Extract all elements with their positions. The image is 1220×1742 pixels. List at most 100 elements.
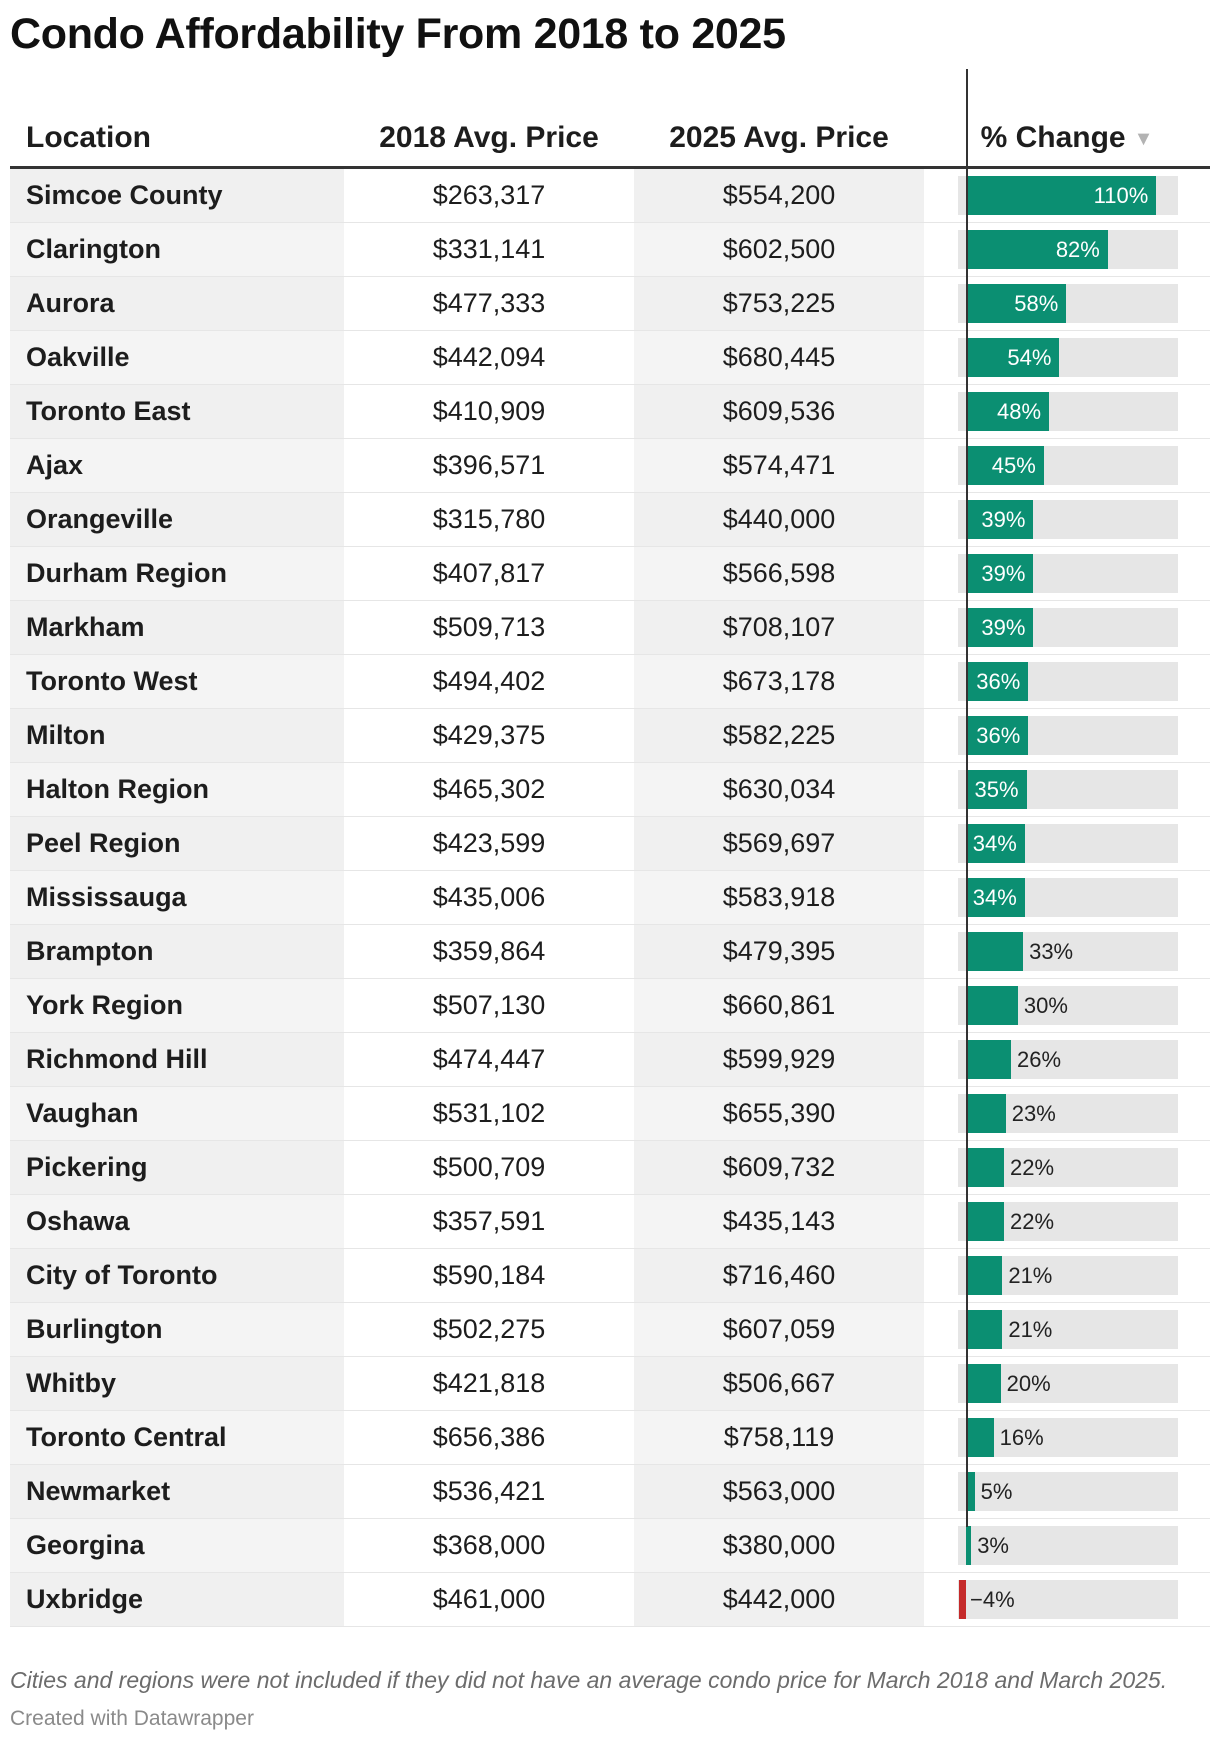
price-2025-value: $758,119 xyxy=(723,1422,835,1452)
price-2025-value: $583,918 xyxy=(722,882,836,912)
price-2025-cell: $582,225 xyxy=(634,709,924,762)
price-2025-cell: $506,667 xyxy=(634,1357,924,1410)
change-bar-track xyxy=(958,1580,1178,1619)
change-bar xyxy=(966,878,1025,917)
price-2025-value: $599,929 xyxy=(722,1044,836,1074)
price-2018-value: $423,599 xyxy=(432,828,546,858)
sort-descending-icon[interactable]: ▼ xyxy=(1133,128,1154,151)
table-row: Brampton $359,864 $479,395 33% xyxy=(10,925,1210,979)
change-label: 5% xyxy=(980,1479,1013,1504)
price-2025-value: $566,598 xyxy=(722,558,836,588)
location-name: Oshawa xyxy=(26,1206,130,1236)
location-name: Peel Region xyxy=(26,828,181,858)
location-cell: Newmarket xyxy=(10,1465,344,1518)
change-label: 22% xyxy=(1010,1155,1055,1180)
location-name: Richmond Hill xyxy=(26,1044,208,1074)
change-label: 54% xyxy=(1007,345,1052,370)
change-bar xyxy=(966,662,1029,701)
price-2018-value: $263,317 xyxy=(432,180,546,210)
location-cell: Halton Region xyxy=(10,763,344,816)
table-row: Oshawa $357,591 $435,143 22% xyxy=(10,1195,1210,1249)
price-2018-value: $396,571 xyxy=(432,450,546,480)
price-2018-cell: $502,275 xyxy=(344,1303,634,1356)
change-label: 36% xyxy=(976,669,1021,694)
column-header-price-2025[interactable]: 2025 Avg. Price xyxy=(669,121,889,154)
location-cell: Richmond Hill xyxy=(10,1033,344,1086)
price-2018-value: $500,709 xyxy=(432,1152,546,1182)
column-header-change[interactable]: % Change ▼ xyxy=(924,107,1210,169)
location-cell: Mississauga xyxy=(10,871,344,924)
price-2018-value: $590,184 xyxy=(432,1260,546,1290)
price-2025-cell: $583,918 xyxy=(634,871,924,924)
change-label: 16% xyxy=(999,1425,1044,1450)
location-name: Halton Region xyxy=(26,774,209,804)
price-2025-cell: $673,178 xyxy=(634,655,924,708)
change-label: 22% xyxy=(1010,1209,1055,1234)
price-2025-cell: $602,500 xyxy=(634,223,924,276)
price-2018-value: $531,102 xyxy=(432,1098,546,1128)
table-row: Richmond Hill $474,447 $599,929 26% xyxy=(10,1033,1210,1087)
price-2018-value: $442,094 xyxy=(432,342,546,372)
change-label: 45% xyxy=(991,453,1036,478)
change-label: 34% xyxy=(972,885,1017,910)
table-row: Clarington $331,141 $602,500 82% xyxy=(10,223,1210,277)
table-row: Markham $509,713 $708,107 39% xyxy=(10,601,1210,655)
change-label: 110% xyxy=(1093,183,1149,208)
price-2018-cell: $263,317 xyxy=(344,169,634,222)
price-2018-cell: $315,780 xyxy=(344,493,634,546)
chart-credit: Created with Datawrapper xyxy=(10,1707,254,1730)
change-label: 39% xyxy=(981,507,1026,532)
column-header-change-label: % Change xyxy=(980,121,1126,154)
change-label: 36% xyxy=(976,723,1021,748)
price-2025-value: $554,200 xyxy=(722,180,836,210)
price-2018-cell: $421,818 xyxy=(344,1357,634,1410)
change-label: 82% xyxy=(1055,237,1100,262)
change-label: 39% xyxy=(981,615,1026,640)
table-row: Whitby $421,818 $506,667 20% xyxy=(10,1357,1210,1411)
price-2018-cell: $357,591 xyxy=(344,1195,634,1248)
price-2025-cell: $574,471 xyxy=(634,439,924,492)
price-2025-value: $673,178 xyxy=(722,666,836,696)
column-header-location[interactable]: Location xyxy=(26,121,151,154)
column-header-price-2018[interactable]: 2018 Avg. Price xyxy=(379,121,599,154)
price-2018-cell: $474,447 xyxy=(344,1033,634,1086)
price-2018-cell: $410,909 xyxy=(344,385,634,438)
change-bar xyxy=(966,1148,1005,1187)
price-2018-value: $494,402 xyxy=(432,666,546,696)
location-cell: Vaughan xyxy=(10,1087,344,1140)
data-table: Location 2018 Avg. Price 2025 Avg. Price… xyxy=(10,107,1210,1627)
price-2025-value: $479,395 xyxy=(722,936,836,966)
change-label: 26% xyxy=(1016,1047,1062,1072)
price-2018-value: $502,275 xyxy=(432,1314,546,1344)
location-name: City of Toronto xyxy=(26,1260,218,1290)
change-bar-track xyxy=(958,1472,1178,1511)
table-row: Peel Region $423,599 $569,697 34% xyxy=(10,817,1210,871)
location-name: Milton xyxy=(26,720,106,750)
change-bar xyxy=(966,1418,994,1457)
location-name: Toronto West xyxy=(26,666,198,696)
change-bar xyxy=(966,932,1024,971)
location-cell: Brampton xyxy=(10,925,344,978)
location-name: Toronto East xyxy=(26,396,191,426)
change-label: 35% xyxy=(974,777,1019,802)
change-label: 21% xyxy=(1008,1263,1053,1288)
price-2018-value: $536,421 xyxy=(432,1476,546,1506)
table-row: Toronto East $410,909 $609,536 48% xyxy=(10,385,1210,439)
price-2025-value: $380,000 xyxy=(722,1530,836,1560)
price-2025-cell: $479,395 xyxy=(634,925,924,978)
price-2018-cell: $656,386 xyxy=(344,1411,634,1464)
price-2025-value: $435,143 xyxy=(722,1206,836,1236)
location-name: Newmarket xyxy=(26,1476,171,1506)
price-2018-value: $315,780 xyxy=(432,504,546,534)
location-name: Pickering xyxy=(26,1152,148,1182)
table-body: Simcoe County $263,317 $554,200 110% Claring… xyxy=(10,169,1210,1627)
price-2018-cell: $396,571 xyxy=(344,439,634,492)
change-label: 20% xyxy=(1006,1371,1051,1396)
price-2018-value: $435,006 xyxy=(432,882,546,912)
price-2018-value: $421,818 xyxy=(432,1368,546,1398)
price-2025-cell: $435,143 xyxy=(634,1195,924,1248)
change-bar xyxy=(966,176,1157,215)
price-2025-cell: $716,460 xyxy=(634,1249,924,1302)
price-2018-value: $509,713 xyxy=(432,612,546,642)
table-header-row: Location 2018 Avg. Price 2025 Avg. Price… xyxy=(10,107,1210,169)
